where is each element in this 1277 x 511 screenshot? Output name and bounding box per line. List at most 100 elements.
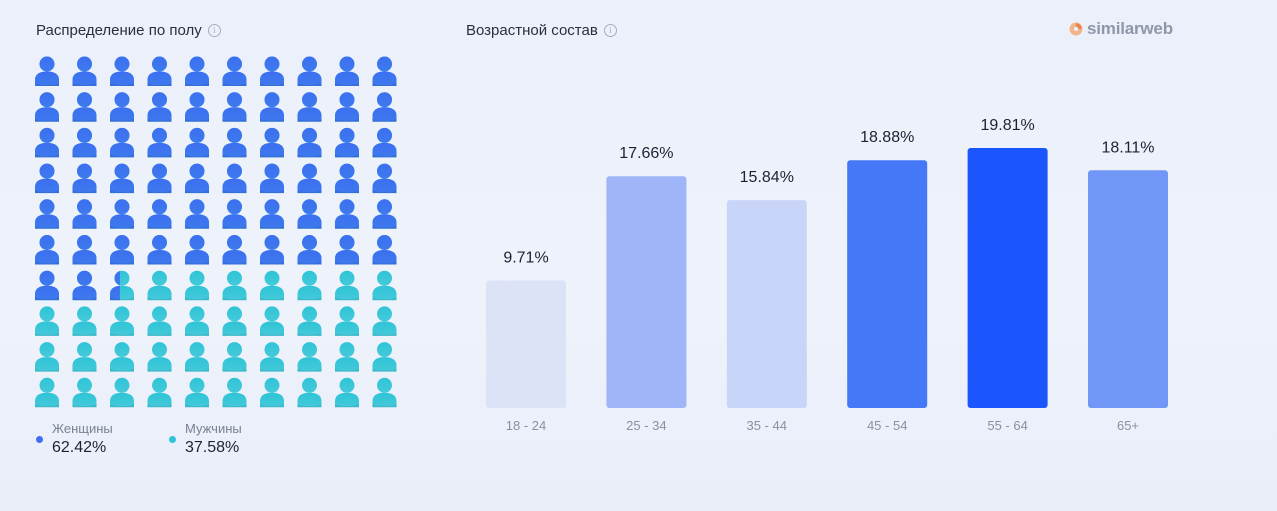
person-icon [297,163,322,194]
similarweb-logo-icon [1069,22,1083,36]
gender-title-text: Распределение по полу [36,22,202,39]
person-icon [335,342,359,372]
info-icon[interactable]: i [207,24,221,37]
person-icon [35,92,59,122]
person-icon [110,377,134,408]
age-bar[interactable] [606,176,687,408]
gender-pictograph [35,56,397,408]
person-icon [372,163,397,194]
person-icon [147,306,172,336]
logo-text: similarweb [1087,19,1173,38]
person-icon [72,306,97,336]
person-icon [372,306,397,336]
person-icon [72,127,97,158]
age-bar[interactable] [726,200,807,408]
person-icon [185,163,209,194]
person-icon [110,163,134,194]
person-icon [185,127,209,158]
age-bar[interactable] [967,148,1048,408]
person-icon [260,235,284,265]
person-icon [147,127,172,158]
bar-value-label: 18.88% [860,129,914,146]
person-icon [297,56,322,86]
person-icon [185,306,209,336]
person-icon [372,342,397,372]
men-legend-dot [169,436,176,443]
similarweb-logo: similarweb [1069,19,1173,39]
women-legend-value: 62.42% [52,439,107,456]
person-icon [72,235,97,265]
age-tick-label: 18 - 24 [506,418,546,433]
person-icon [260,270,284,301]
person-icon [222,127,247,158]
bar-value-label: 18.11% [1101,139,1154,156]
age-bar[interactable] [847,160,928,408]
person-icon [35,235,59,265]
women-legend-label: Женщины [52,421,113,436]
person-icon [297,235,322,265]
person-icon [297,270,322,301]
person-icon [335,377,359,408]
person-icon [222,163,247,194]
person-icon [110,92,134,122]
age-structure-title: Возрастной состав i [466,22,617,39]
age-tick-label: 25 - 34 [626,418,666,433]
age-bar[interactable] [1088,170,1168,408]
person-icon [110,270,134,301]
person-icon [372,56,397,86]
person-icon [147,235,172,265]
person-icon [35,377,59,408]
bar-value-label: 9.71% [503,250,548,267]
person-icon [35,127,59,158]
person-icon [110,56,134,86]
person-icon [110,127,134,158]
person-icon [72,56,97,86]
person-icon [260,199,284,229]
person-icon [35,56,59,86]
person-icon [297,199,322,229]
person-icon [185,199,209,229]
person-icon [297,92,322,122]
bar-value-label: 15.84% [740,169,794,186]
person-icon [72,270,97,301]
person-icon [222,270,247,301]
person-icon [372,377,397,408]
info-icon[interactable]: i [603,24,617,37]
person-icon [147,92,172,122]
age-bar[interactable] [486,280,566,408]
men-legend-value: 37.58% [185,439,240,456]
person-icon [372,235,397,265]
person-icon [185,92,209,122]
person-icon [147,270,172,301]
person-icon [185,235,209,265]
person-icon [222,306,247,336]
person-icon [185,377,209,408]
person-icon [260,377,284,408]
women-legend-dot [36,436,43,443]
person-icon [335,56,359,86]
person-icon [335,306,359,336]
person-icon [110,306,134,336]
person-icon [35,270,59,301]
person-icon [72,342,97,372]
person-icon [72,163,97,194]
person-icon [222,342,247,372]
person-icon [185,342,209,372]
person-icon [185,56,209,86]
person-icon [35,306,59,336]
person-icon [335,199,359,229]
person-icon [147,342,172,372]
person-icon [110,199,134,229]
person-icon [260,163,284,194]
person-icon [147,377,172,408]
person-icon [260,306,284,336]
age-tick-label: 55 - 64 [987,418,1027,433]
person-icon [297,127,322,158]
person-icon [372,199,397,229]
person-icon [297,377,322,408]
person-icon [35,342,59,372]
person-icon [260,127,284,158]
person-icon [260,56,284,86]
person-icon [372,92,397,122]
